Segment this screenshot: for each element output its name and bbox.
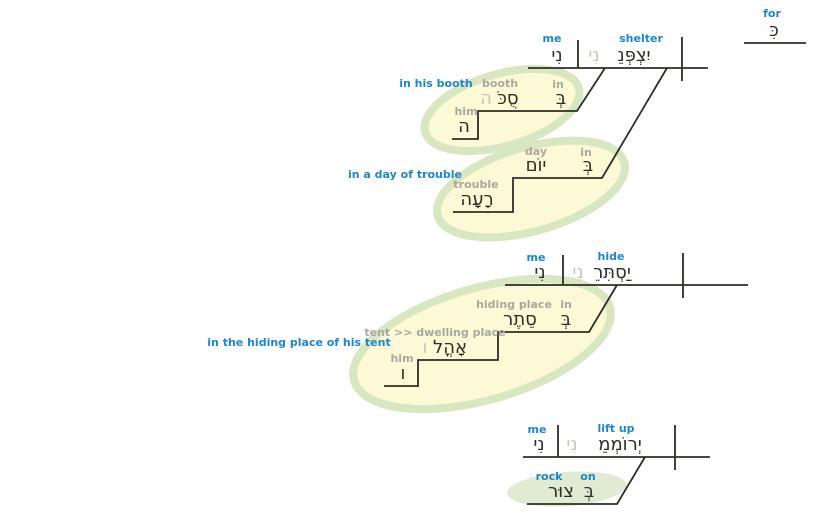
ghost-suffix-him-booth: ה: [480, 88, 492, 109]
clause1-booth-modifier-line: [452, 67, 606, 140]
hebrew-verb-shelter[interactable]: יִצְפְּנֵ: [617, 45, 651, 66]
hebrew-suffix-me-2[interactable]: נִי: [534, 262, 546, 283]
hebrew-verb-hide[interactable]: יַסְתִּרֵ: [593, 262, 631, 283]
hiding-place-gloss[interactable]: hiding place: [476, 298, 552, 311]
clause3-rock-modifier-line: [527, 456, 646, 505]
hebrew-word-trouble[interactable]: רָעָה: [460, 189, 494, 210]
tent-him-gloss[interactable]: him: [390, 352, 414, 365]
highlight-ellipse-rock[interactable]: [506, 468, 628, 510]
for-gloss-label[interactable]: for: [763, 7, 781, 20]
hebrew-word-day[interactable]: יוֹם: [525, 155, 547, 176]
clause1-day-modifier-line: [453, 67, 668, 213]
phrase-label-in-his-booth[interactable]: in his booth: [399, 77, 473, 90]
highlight-ellipse-booth[interactable]: [415, 53, 589, 166]
phrase-label-day-of-trouble[interactable]: in a day of trouble: [348, 168, 462, 181]
clause3-verb-gloss[interactable]: lift up: [597, 422, 635, 435]
hebrew-word-tent[interactable]: אָהֳל: [432, 337, 468, 358]
ghost-suffix-me-3: נִי: [566, 434, 578, 455]
booth-him-gloss[interactable]: him: [454, 105, 478, 118]
rock-gloss[interactable]: rock: [535, 470, 563, 483]
clause3-me-gloss[interactable]: me: [527, 423, 547, 436]
hebrew-prep-in-day[interactable]: בְּ: [582, 155, 594, 176]
day-prep-gloss[interactable]: in: [580, 146, 592, 159]
hebrew-word-booth[interactable]: סֻכֹּ: [497, 88, 519, 109]
clause2-verb-gloss[interactable]: hide: [597, 250, 625, 263]
ghost-suffix-him-tent: ו: [422, 337, 428, 358]
tent-gloss[interactable]: tent >> dwelling place: [364, 326, 506, 339]
hebrew-word-rock[interactable]: צוּר: [548, 481, 574, 502]
phrase-label-hiding-place-of-tent[interactable]: in the hiding place of his tent: [207, 336, 391, 349]
hebrew-suffix-him-tent[interactable]: ו: [400, 363, 406, 384]
ghost-suffix-me-2: נִי: [572, 262, 584, 283]
booth-prep-gloss[interactable]: in: [552, 78, 564, 91]
hebrew-prep-in-booth[interactable]: בְּ: [555, 88, 567, 109]
hebrew-word-hiding-place[interactable]: סֵתֶר: [503, 309, 537, 330]
trouble-gloss[interactable]: trouble: [453, 178, 499, 191]
clause1-verb-gloss[interactable]: shelter: [619, 32, 663, 45]
hiding-prep-gloss[interactable]: in: [560, 298, 572, 311]
hebrew-suffix-him-booth[interactable]: ה: [458, 116, 470, 137]
ghost-suffix-me-1: נִי: [588, 45, 600, 66]
hebrew-prep-on-rock[interactable]: בְּ: [583, 481, 595, 502]
clause2-me-gloss[interactable]: me: [526, 251, 546, 264]
hebrew-word-for[interactable]: כִּ: [769, 20, 779, 41]
hebrew-verb-lift-up[interactable]: יְרוֹמְמֵ: [598, 434, 642, 455]
highlight-ellipse-day-of-trouble[interactable]: [426, 122, 636, 256]
day-gloss[interactable]: day: [524, 145, 548, 158]
hebrew-suffix-me-3[interactable]: נִי: [533, 434, 545, 455]
hebrew-suffix-me-1[interactable]: נִי: [551, 45, 563, 66]
rock-prep-gloss[interactable]: on: [580, 470, 596, 483]
clause2-hiding-modifier-line: [384, 284, 618, 387]
hebrew-prep-in-hiding[interactable]: בְּ: [560, 309, 572, 330]
clause1-me-gloss[interactable]: me: [542, 32, 562, 45]
booth-gloss[interactable]: booth: [481, 77, 519, 90]
